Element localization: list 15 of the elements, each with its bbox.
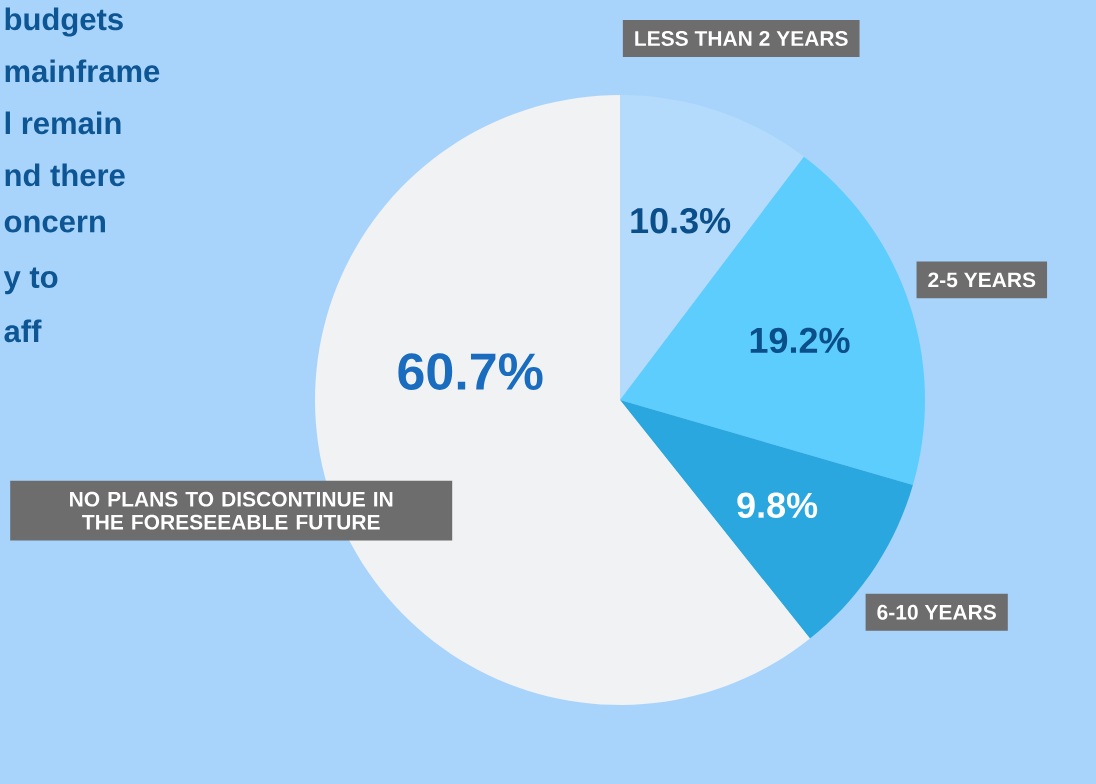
slice-label: LESS THAN 2 YEARS bbox=[635, 31, 848, 46]
slice-label: 2-5 YEARS bbox=[928, 272, 1036, 288]
data-label: 60.7% bbox=[398, 353, 543, 390]
data-label: 9.8% bbox=[737, 492, 818, 519]
data-label: 10.3% bbox=[631, 207, 731, 234]
slice-label: NO PLANS TO DISCONTINUE IN THE FORESEEABLE FUTURE bbox=[70, 491, 393, 530]
data-label: 19.2% bbox=[750, 327, 850, 354]
text: mainframe bbox=[5, 59, 160, 83]
text: aff bbox=[4, 319, 42, 343]
text: y to bbox=[3, 267, 58, 295]
text: budgets bbox=[5, 7, 123, 37]
text: oncern bbox=[4, 215, 105, 233]
text: l remain bbox=[5, 111, 121, 135]
text: nd there bbox=[5, 163, 125, 187]
slice-label: 6-10 YEARS bbox=[877, 604, 996, 620]
